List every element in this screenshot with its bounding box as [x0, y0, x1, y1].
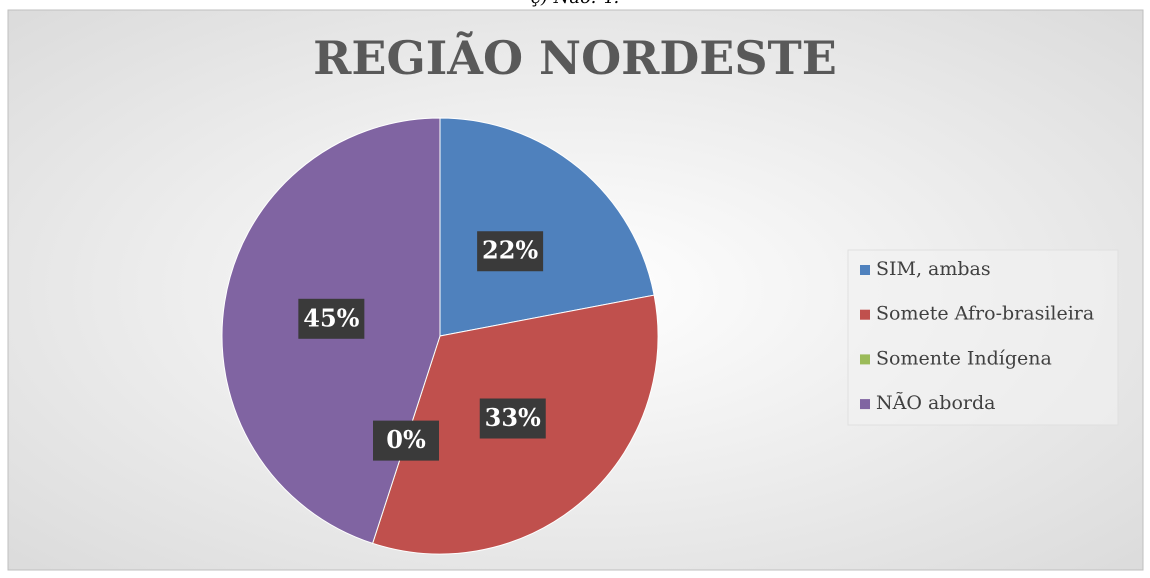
legend-swatch [860, 399, 870, 410]
legend-label: Somete Afro-brasileira [876, 303, 1094, 325]
legend-swatch [860, 265, 870, 275]
data-label: 33% [485, 403, 541, 432]
legend-label: Somente Indígena [876, 347, 1052, 369]
legend-swatch [860, 309, 870, 320]
data-label-box [298, 298, 365, 339]
header-fragment: ç) Não. 4. [531, 0, 619, 8]
data-label: 0% [386, 425, 426, 454]
data-label-box [373, 420, 440, 461]
pie-slice [439, 117, 655, 337]
legend [847, 249, 1119, 426]
chart-title: REGIÃO NORDESTE [313, 30, 837, 85]
data-label-box [479, 398, 546, 439]
legend-swatch [860, 354, 870, 365]
legend-label: SIM, ambas [876, 258, 991, 280]
legend-label: NÃO aborda [876, 392, 995, 414]
data-label: 45% [303, 303, 359, 332]
data-label-box [477, 231, 544, 272]
data-label: 22% [482, 236, 538, 265]
